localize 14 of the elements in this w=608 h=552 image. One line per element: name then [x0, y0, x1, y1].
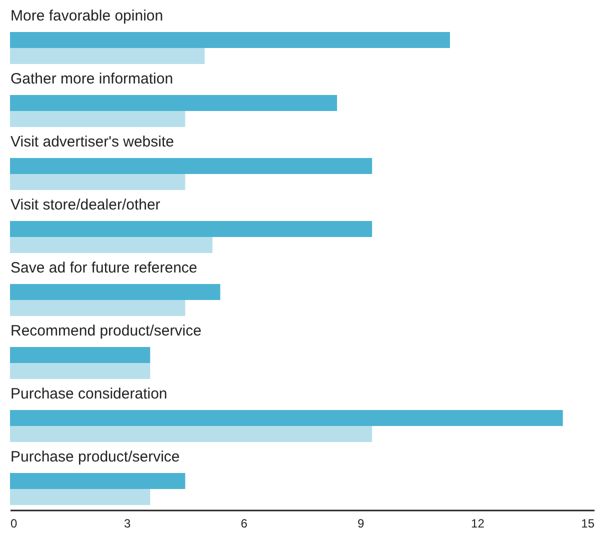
- y-tick-label: Visit store/dealer/other: [10, 196, 160, 214]
- x-tick-label: 3: [124, 516, 131, 530]
- x-tick-label: 15: [581, 516, 595, 530]
- y-tick-label: Visit advertiser's website: [10, 134, 174, 150]
- x-tick-label: 12: [471, 516, 485, 530]
- x-tick-label: 9: [358, 516, 365, 530]
- x-tick-label: 0: [10, 516, 18, 530]
- y-tick-label: Save ad for future reference: [10, 260, 198, 276]
- y-tick-label: Gather more information: [10, 70, 174, 88]
- y-tick-label: Recommend product/service: [10, 322, 202, 340]
- y-tick-label: More favorable opinion: [10, 8, 164, 24]
- y-tick-label: Purchase consideration: [10, 386, 168, 402]
- y-tick-label: Purchase product/service: [10, 448, 180, 466]
- x-tick-label: 6: [240, 516, 248, 530]
